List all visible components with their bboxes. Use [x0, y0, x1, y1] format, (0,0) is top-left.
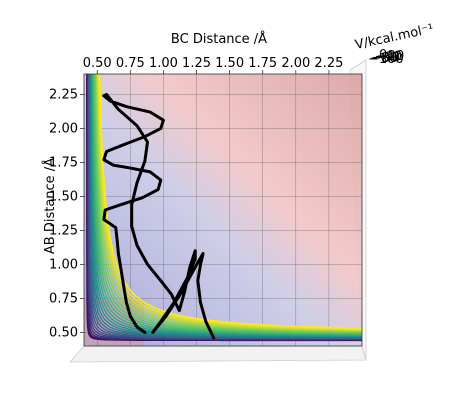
y-tick-layer: 0.50 0.75 1.00 1.25 1.50 1.75 2.00 2.25 [49, 87, 84, 340]
contour-layer [86, 74, 362, 342]
y-tick-label: 1.50 [49, 189, 78, 204]
z-tick-label: −80 [370, 51, 397, 66]
y-tick-label: 1.25 [49, 223, 78, 238]
plot-frame [83, 73, 363, 347]
contour-line [97, 74, 362, 331]
y-tick-label: 0.50 [49, 325, 78, 340]
x-tick-label: 1.00 [149, 56, 178, 71]
contour-line [92, 74, 362, 336]
z-tick-label: 0 [379, 48, 387, 63]
contour-line [95, 74, 362, 332]
z-tick-label: −20 [377, 49, 404, 64]
contour-line [94, 74, 362, 334]
x-tick-label: 1.50 [215, 56, 244, 71]
trajectory-path [102, 92, 216, 340]
x-tick-label: 0.75 [116, 56, 145, 71]
x-tick-label: 1.25 [182, 56, 211, 71]
floor-pane [69, 345, 367, 363]
x-tick-label: 2.00 [281, 56, 310, 71]
z-tick-label: −100 [368, 52, 404, 67]
contour-line [95, 74, 362, 333]
trajectory-layer [102, 92, 216, 340]
y-tick-label: 1.75 [49, 155, 78, 170]
y-tick-label: 2.00 [49, 121, 78, 136]
x-tick-label: 1.75 [248, 56, 277, 71]
x-tick-layer: 0.50 0.75 1.00 1.25 1.50 1.75 2.00 2.25 [83, 56, 343, 74]
z-tick-label: −60 [372, 50, 399, 65]
x-tick-label: 0.50 [83, 56, 112, 71]
y-tick-label: 2.25 [49, 87, 78, 102]
x-tick-label: 2.25 [314, 56, 343, 71]
z-tick-label: −40 [375, 50, 402, 65]
y-tick-label: 0.75 [49, 291, 78, 306]
y-tick-label: 1.00 [49, 257, 78, 272]
z-tick-layer: −100−80−60−40−200 [368, 48, 404, 67]
y-axis-title: AB Distance /Å [42, 158, 58, 254]
contour-line [93, 74, 362, 334]
contour-line [98, 74, 362, 330]
x-axis-title: BC Distance /Å [171, 31, 267, 47]
